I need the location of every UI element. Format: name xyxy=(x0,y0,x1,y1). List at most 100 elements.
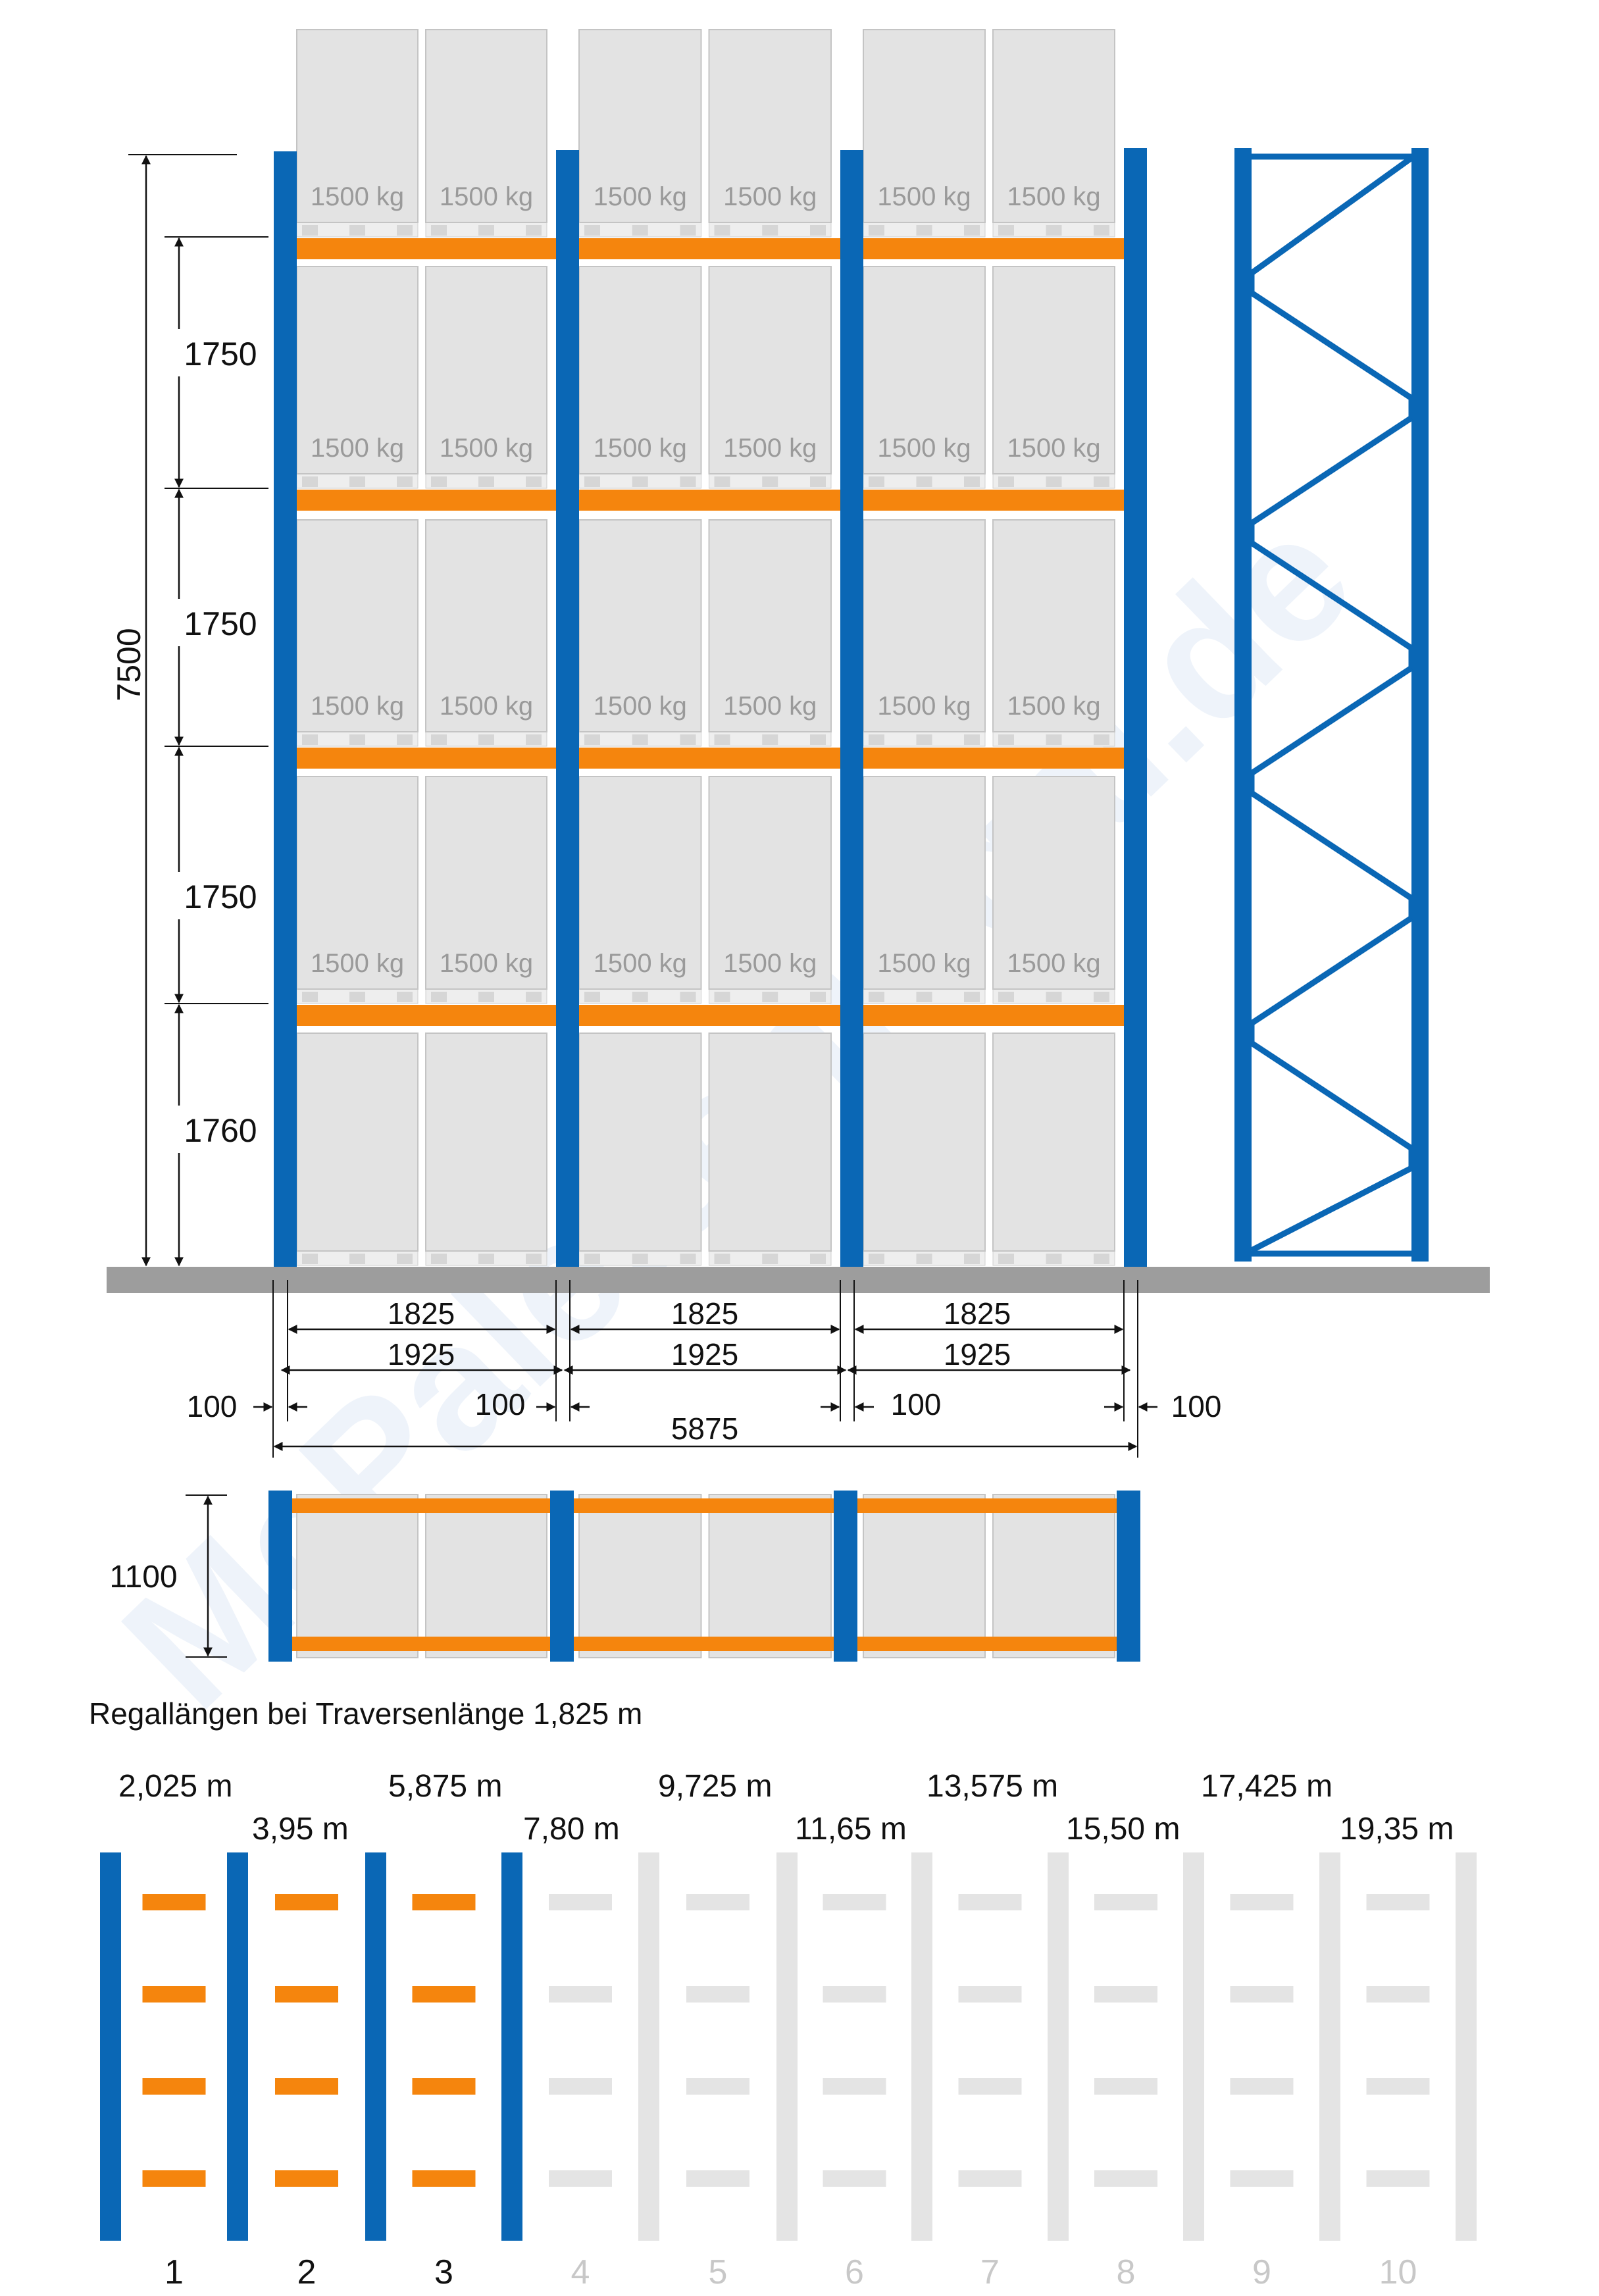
mini-beam xyxy=(1230,2170,1294,2187)
total-height-label: 7500 xyxy=(111,628,147,701)
pallet-foot xyxy=(526,225,542,236)
top-pallet xyxy=(578,1494,702,1658)
load-label: 1500 kg xyxy=(311,434,404,463)
ground-slab xyxy=(107,1267,1490,1293)
pallet-foot xyxy=(431,992,447,1002)
length-label: 19,35 m xyxy=(1340,1812,1454,1847)
pallet-foot xyxy=(478,734,494,745)
load-label: 1500 kg xyxy=(1007,949,1100,978)
upright xyxy=(1124,148,1147,1267)
beam xyxy=(570,1005,840,1026)
length-labels: 2,025 m 3,95 m 5,875 m 7,80 m 9,725 m 11,65 m… xyxy=(118,1769,1454,1847)
pallet-foot xyxy=(916,476,932,487)
beam-length-1: 1825 xyxy=(388,1296,455,1331)
bay-number: 5 xyxy=(709,2253,728,2291)
pallet-foot xyxy=(632,476,648,487)
top-pallet xyxy=(992,1494,1115,1658)
mini-beam xyxy=(958,2170,1022,2187)
mini-beam xyxy=(275,2170,338,2187)
mini-rack-series: 1 2 3 4 5 6 7 8 9 10 xyxy=(100,1852,1477,2291)
pallet-foot xyxy=(397,1254,413,1264)
pallet-foot xyxy=(998,476,1014,487)
beam xyxy=(288,748,556,769)
pallet-foot xyxy=(964,992,980,1002)
mini-upright xyxy=(1183,1852,1204,2241)
load-label: 1500 kg xyxy=(594,182,687,211)
top-upright xyxy=(268,1491,292,1662)
beam-levels xyxy=(288,238,1124,1026)
pallet-load xyxy=(992,519,1115,732)
pallet-foot xyxy=(302,734,318,745)
mini-beam xyxy=(412,2170,476,2187)
pallet-foot xyxy=(1046,476,1062,487)
pallet-foot xyxy=(431,225,447,236)
pallet-foot xyxy=(869,225,884,236)
level-height-2: 1750 xyxy=(184,605,257,642)
pallet-foot xyxy=(1046,225,1062,236)
pallet-foot xyxy=(397,225,413,236)
beam xyxy=(854,490,1124,511)
pallet-foot xyxy=(714,476,730,487)
frame-diagonal xyxy=(1250,415,1413,526)
top-view-pallets xyxy=(296,1494,1115,1658)
pallet-load xyxy=(863,1033,986,1252)
pallet-load xyxy=(296,266,419,474)
length-label: 17,425 m xyxy=(1201,1769,1332,1804)
pallet-load xyxy=(425,776,547,990)
top-beam-front xyxy=(569,1498,842,1513)
pallet-load xyxy=(992,266,1115,474)
load-label: 1500 kg xyxy=(877,949,971,978)
pallet-foot xyxy=(998,1254,1014,1264)
mini-beam xyxy=(275,2078,338,2095)
pallet-foot xyxy=(632,1254,648,1264)
mini-beam xyxy=(1094,2078,1157,2095)
pallet-foot xyxy=(680,476,696,487)
pallet-foot xyxy=(349,476,365,487)
top-pallet xyxy=(296,1494,419,1658)
pallet-foot xyxy=(632,225,648,236)
load-label: 1500 kg xyxy=(877,434,971,463)
length-label: 5,875 m xyxy=(388,1769,502,1804)
length-label: 3,95 m xyxy=(252,1812,349,1847)
mini-upright xyxy=(1456,1852,1477,2241)
upright-width-1: 100 xyxy=(187,1389,238,1423)
top-beam-back xyxy=(853,1637,1125,1651)
load-label: 1500 kg xyxy=(594,434,687,463)
frame-diagonal xyxy=(1250,155,1413,276)
pallet-foot xyxy=(1094,225,1109,236)
pallet-foot xyxy=(964,225,980,236)
pallet-load xyxy=(708,519,832,732)
pallet-foot xyxy=(584,225,600,236)
pallet-load xyxy=(578,29,702,223)
mini-beam xyxy=(142,1986,206,2003)
load-label: 1500 kg xyxy=(440,949,533,978)
mini-upright xyxy=(776,1852,798,2241)
top-view-beams xyxy=(286,1498,1125,1651)
mini-beam xyxy=(549,1986,612,2003)
load-label: 1500 kg xyxy=(1007,182,1100,211)
level-height-1: 1750 xyxy=(184,336,257,372)
pallet-foot xyxy=(632,734,648,745)
mini-beam xyxy=(823,2078,886,2095)
load-label: 1500 kg xyxy=(594,949,687,978)
mini-beam xyxy=(142,2170,206,2187)
pallet-foot xyxy=(869,734,884,745)
load-label: 1500 kg xyxy=(311,182,404,211)
pallet-foot xyxy=(302,225,318,236)
upright xyxy=(556,150,579,1267)
mini-beam xyxy=(549,1894,612,1910)
mini-beam xyxy=(1230,2078,1294,2095)
bay-number: 6 xyxy=(845,2253,864,2291)
pallet-foot xyxy=(526,476,542,487)
mini-upright xyxy=(501,1852,522,2241)
beam xyxy=(288,238,556,259)
load-label: 1500 kg xyxy=(311,692,404,721)
mini-beam xyxy=(1094,2170,1157,2187)
pallet-foot xyxy=(762,1254,778,1264)
frame-post-left xyxy=(1234,148,1252,1262)
load-label: 1500 kg xyxy=(723,692,817,721)
pallet-load xyxy=(296,776,419,990)
mini-beam xyxy=(686,2170,749,2187)
mini-upright xyxy=(227,1852,248,2241)
load-label: 1500 kg xyxy=(1007,692,1100,721)
